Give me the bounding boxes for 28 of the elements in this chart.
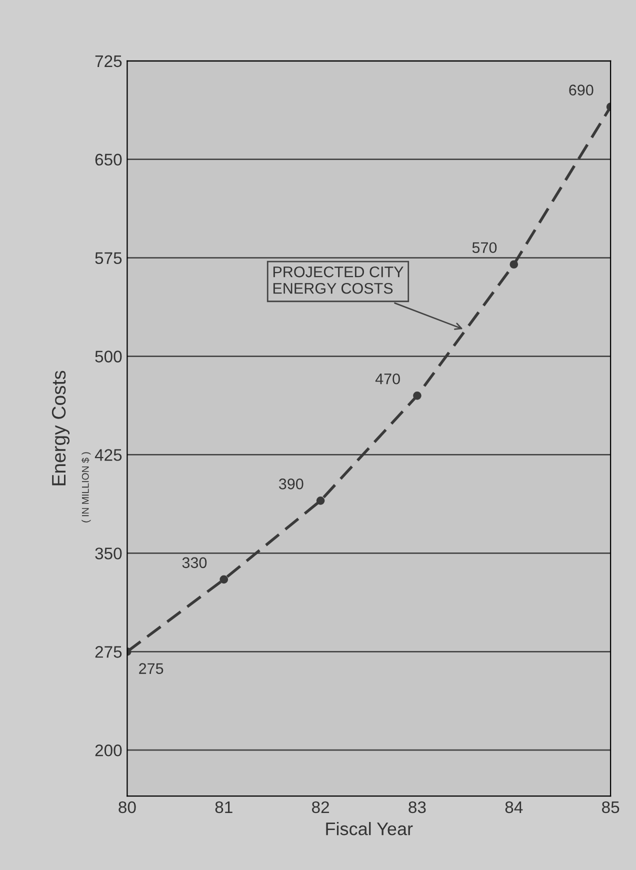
data-label: 275	[139, 663, 164, 674]
y-tick-label: 275	[95, 646, 122, 658]
point	[510, 260, 518, 269]
x-tick-label: 81	[215, 801, 232, 814]
annotation: PROJECTED CITY ENERGY COSTS	[273, 266, 404, 294]
y-tick-label: 575	[95, 252, 122, 264]
x-tick-label: 80	[118, 801, 136, 814]
y-axis-title: Energy Costs	[52, 370, 70, 486]
y-tick-label: 500	[95, 350, 122, 362]
x-axis-title: Fiscal Year	[326, 822, 413, 836]
point	[316, 496, 325, 505]
y-tick-label: 425	[94, 449, 122, 461]
data-label: 470	[375, 373, 400, 384]
x-tick-label: 83	[408, 801, 426, 814]
x-tick-label: 85	[602, 801, 620, 814]
text: ( IN MILLION $ )	[82, 452, 91, 522]
data-label: 690	[569, 84, 594, 96]
data-label: 570	[472, 242, 497, 254]
y-tick-label: 200	[95, 744, 122, 756]
data-label: 390	[278, 478, 304, 490]
x-tick-label: 82	[312, 801, 329, 814]
y-tick-label: 650	[95, 154, 122, 166]
y-tick-label: 725	[95, 55, 122, 68]
data-label: 330	[182, 557, 207, 568]
point	[220, 575, 228, 584]
point	[413, 391, 422, 400]
y-tick-label: 350	[95, 548, 122, 560]
x-tick-label: 84	[505, 801, 523, 814]
